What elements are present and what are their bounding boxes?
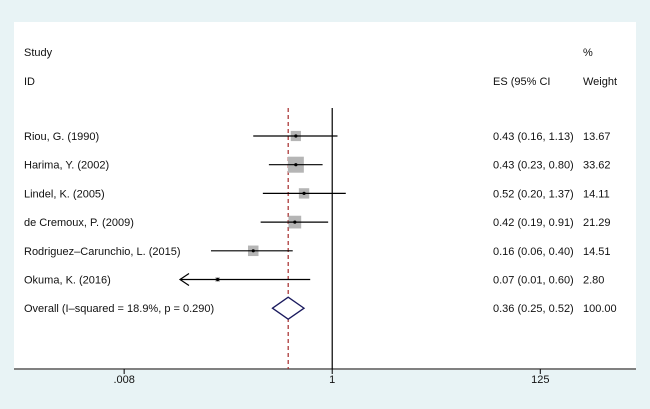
study-label: Lindel, K. (2005) (24, 188, 105, 200)
study-row: Rodriguez–Carunchio, L. (2015) 0.16 (0.06… (24, 245, 611, 258)
study-row: Okuma, K. (2016) 0.07 (0.01, 0.60) 2.80 (24, 273, 604, 287)
x-tick-label: 1 (329, 374, 335, 386)
header-study: Study (24, 47, 53, 59)
study-weight: 33.62 (583, 160, 611, 172)
study-row: Riou, G. (1990) 0.43 (0.16, 1.13) 13.67 (24, 130, 611, 143)
ci-truncation-arrow (178, 273, 190, 286)
study-weight: 13.67 (583, 131, 611, 143)
study-label: Okuma, K. (2016) (24, 275, 111, 287)
study-row: Harima, Y. (2002) 0.43 (0.23, 0.80) 33.62 (24, 156, 611, 173)
header-percent: % (583, 47, 593, 59)
study-label: de Cremoux, P. (2009) (24, 217, 134, 229)
study-ci: 0.43 (0.16, 1.13) (493, 131, 574, 143)
overall-label: Overall (I–squared = 18.9%, p = 0.290) (24, 303, 214, 315)
header-weight: Weight (583, 76, 617, 88)
point-estimate (293, 220, 297, 224)
overall-weight: 100.00 (583, 303, 617, 315)
x-tick-label: .008 (113, 374, 134, 386)
study-ci: 0.16 (0.06, 0.40) (493, 246, 574, 258)
point-estimate (294, 163, 298, 167)
header-es: ES (95% CI (493, 76, 550, 88)
study-ci: 0.43 (0.23, 0.80) (493, 160, 574, 172)
plot-background (14, 22, 636, 370)
study-label: Riou, G. (1990) (24, 131, 99, 143)
point-estimate (251, 249, 255, 253)
study-label: Rodriguez–Carunchio, L. (2015) (24, 246, 181, 258)
overall-row: Overall (I–squared = 18.9%, p = 0.290) 0.… (24, 296, 617, 320)
study-ci: 0.42 (0.19, 0.91) (493, 217, 574, 229)
study-ci: 0.52 (0.20, 1.37) (493, 188, 574, 200)
study-row: Lindel, K. (2005) 0.52 (0.20, 1.37) 14.11 (24, 188, 610, 200)
point-estimate (302, 191, 306, 195)
header-id: ID (24, 76, 35, 88)
study-label: Harima, Y. (2002) (24, 160, 109, 172)
study-weight: 21.29 (583, 217, 611, 229)
study-row: de Cremoux, P. (2009) 0.42 (0.19, 0.91) 21… (24, 215, 611, 229)
study-weight: 14.51 (583, 246, 611, 258)
point-estimate (294, 134, 298, 138)
overall-ci: 0.36 (0.25, 0.52) (493, 303, 574, 315)
overall-diamond (271, 296, 306, 320)
point-estimate (216, 277, 220, 282)
study-ci: 0.07 (0.01, 0.60) (493, 275, 574, 287)
study-weight: 2.80 (583, 275, 604, 287)
x-tick-label: 125 (531, 374, 549, 386)
study-weight: 14.11 (583, 188, 610, 200)
